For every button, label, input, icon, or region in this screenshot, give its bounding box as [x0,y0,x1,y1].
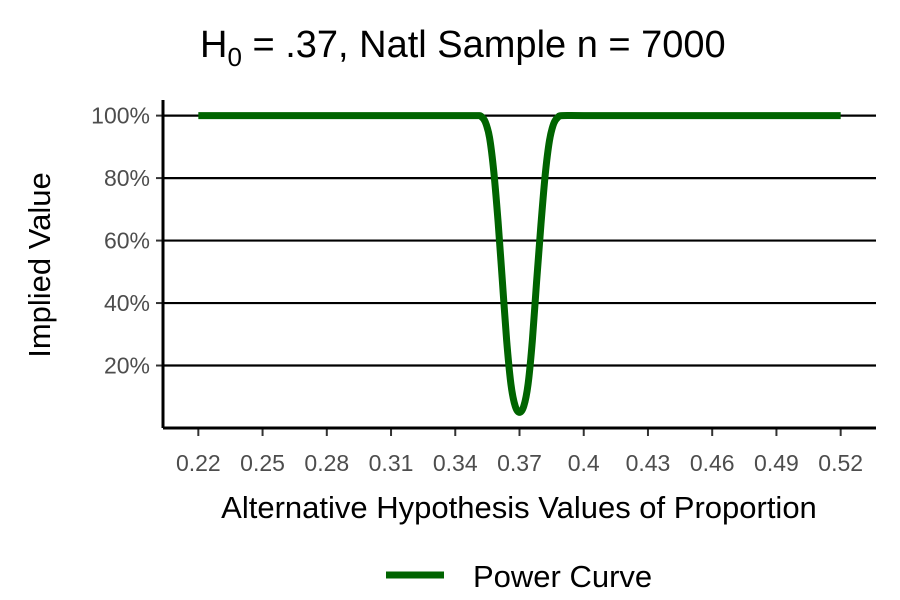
x-tick-label: 0.4 [568,450,600,476]
x-tick-label: 0.34 [433,450,478,476]
x-tick-label: 0.37 [497,450,542,476]
y-tick-label: 40% [104,290,150,316]
x-tick-label: 0.25 [240,450,285,476]
x-tick-label: 0.31 [369,450,414,476]
legend: Power Curve [386,559,652,594]
y-tick-label: 20% [104,353,150,379]
series-layer [198,112,841,416]
series-line-power-curve [198,112,841,416]
legend-label-power-curve: Power Curve [473,559,652,594]
x-axis-ticks: 0.22 0.25 0.28 0.31 0.34 0.37 0.4 0.43 0.46 0.49 0… [176,428,863,476]
x-tick-label: 0.22 [176,450,221,476]
x-tick-label: 0.28 [304,450,349,476]
y-tick-label: 100% [91,103,150,129]
y-tick-label: 80% [104,165,150,191]
y-tick-label: 60% [104,228,150,254]
y-axis-ticks: 20% 40% 60% 80% 100% [91,103,163,379]
x-tick-label: 0.52 [818,450,863,476]
x-tick-label: 0.49 [754,450,799,476]
x-tick-label: 0.46 [690,450,735,476]
chart-title: H0 = .37, Natl Sample n = 7000 [200,24,726,72]
x-axis-label: Alternative Hypothesis Values of Proport… [221,490,817,525]
x-tick-label: 0.43 [626,450,671,476]
y-axis-label: Implied Value [22,172,57,358]
gridlines [163,114,876,367]
